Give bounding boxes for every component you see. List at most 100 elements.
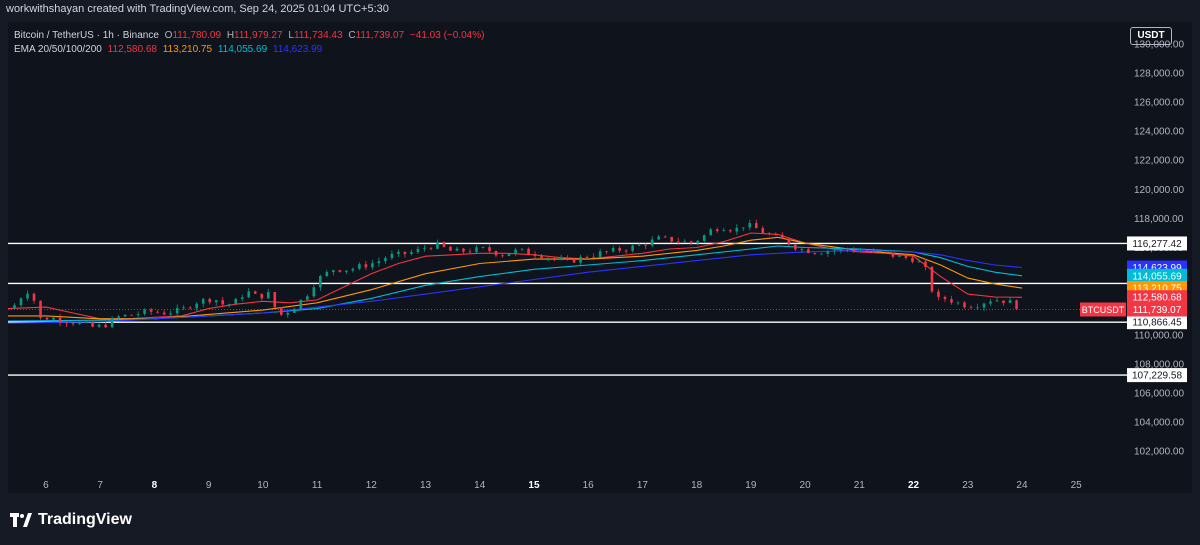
candle (332, 270, 335, 273)
price-tick-label: 110,000.00 (1134, 330, 1184, 341)
candle (279, 307, 283, 315)
ema-label[interactable]: EMA 20/50/100/200 (14, 44, 102, 55)
price-tag-label: 114,055.69 (1132, 271, 1182, 282)
candle (969, 307, 973, 309)
candle (273, 292, 277, 308)
candle (976, 307, 979, 309)
time-tick-label: 21 (854, 480, 866, 491)
candle (312, 287, 316, 297)
candle (624, 250, 628, 252)
level-price-box (1127, 315, 1187, 330)
currency-selector[interactable]: USDT (1130, 27, 1172, 45)
candle (26, 293, 29, 299)
candle (58, 317, 62, 323)
candle (97, 324, 101, 327)
candle (507, 253, 511, 257)
tradingview-logo-icon (10, 513, 32, 527)
candle (728, 230, 732, 232)
candle (1015, 300, 1018, 310)
tradingview-brand: TradingView (38, 511, 132, 528)
candle (761, 228, 765, 234)
candle (520, 248, 524, 250)
candle (963, 302, 966, 308)
snapshot-attribution: workwithshayan created with TradingView.… (6, 3, 389, 15)
ema200-line (7, 249, 1023, 324)
price-tick-label: 128,000.00 (1134, 68, 1184, 79)
time-tick-label: 10 (257, 480, 269, 491)
high-label: H (226, 30, 235, 41)
candle (930, 266, 934, 292)
candle (833, 250, 836, 252)
candle (306, 296, 309, 300)
change-value: −41.03 (−0.04%) (409, 30, 485, 41)
time-tick-label: 19 (745, 480, 757, 491)
candle (709, 229, 713, 236)
candle (605, 251, 608, 253)
candle (885, 251, 888, 253)
ema20-value: 112,580.68 (107, 44, 157, 55)
candle (130, 314, 133, 316)
candle (767, 233, 771, 235)
candle (442, 242, 446, 247)
candle (787, 238, 791, 245)
tradingview-logo[interactable]: TradingView (10, 511, 132, 529)
time-tick-label: 25 (1071, 480, 1083, 491)
price-tag-box (1127, 302, 1187, 317)
candle (754, 222, 758, 229)
candle (937, 291, 940, 297)
candle (956, 302, 960, 304)
time-tick-label: 13 (420, 480, 432, 491)
low-value: 111,734.43 (293, 30, 343, 41)
candle (162, 312, 166, 315)
candle (657, 236, 660, 240)
level-price-box (1127, 236, 1187, 251)
candle (872, 250, 875, 253)
candle (234, 298, 238, 305)
candle (859, 251, 862, 253)
candle (488, 247, 491, 252)
candle (13, 305, 16, 309)
candle (741, 227, 745, 229)
candle (468, 251, 472, 253)
candle (104, 324, 107, 328)
candle (84, 322, 88, 324)
candle (208, 298, 212, 303)
symbol-legend: Bitcoin / TetherUS · 1h · Binance O111,7… (14, 30, 487, 41)
candle (807, 249, 810, 254)
candle (592, 256, 595, 258)
candle (995, 300, 999, 302)
candle (260, 293, 264, 299)
candle (618, 247, 621, 251)
price-tick-label: 104,000.00 (1134, 418, 1184, 429)
candle (663, 236, 667, 238)
time-tick-label: 8 (152, 480, 158, 491)
candle (696, 240, 700, 244)
candle (247, 291, 251, 298)
symbol-tag-box[interactable] (1080, 302, 1126, 317)
candle (221, 300, 225, 305)
price-tick-label: 118,000.00 (1134, 214, 1184, 225)
candle (572, 259, 576, 263)
candle (943, 296, 947, 300)
candle (904, 255, 908, 258)
time-tick-label: 17 (637, 480, 649, 491)
time-tick-label: 22 (908, 480, 920, 491)
symbol-name[interactable]: Bitcoin / TetherUS · 1h · Binance (14, 30, 159, 41)
candle (182, 307, 185, 309)
candle (110, 317, 114, 328)
candle (989, 301, 992, 304)
candle (117, 316, 120, 318)
candle (475, 247, 478, 252)
candle (527, 248, 530, 255)
time-tick-label: 11 (312, 480, 323, 491)
candle (319, 276, 322, 288)
ema-legend[interactable]: EMA 20/50/100/200 112,580.68 113,210.75 … (14, 44, 325, 55)
price-tag-box (1127, 290, 1187, 305)
candle (800, 249, 804, 250)
ema200-value: 114,623.99 (272, 44, 323, 55)
candle (481, 247, 485, 248)
candle (358, 264, 361, 269)
candle (1002, 300, 1005, 303)
